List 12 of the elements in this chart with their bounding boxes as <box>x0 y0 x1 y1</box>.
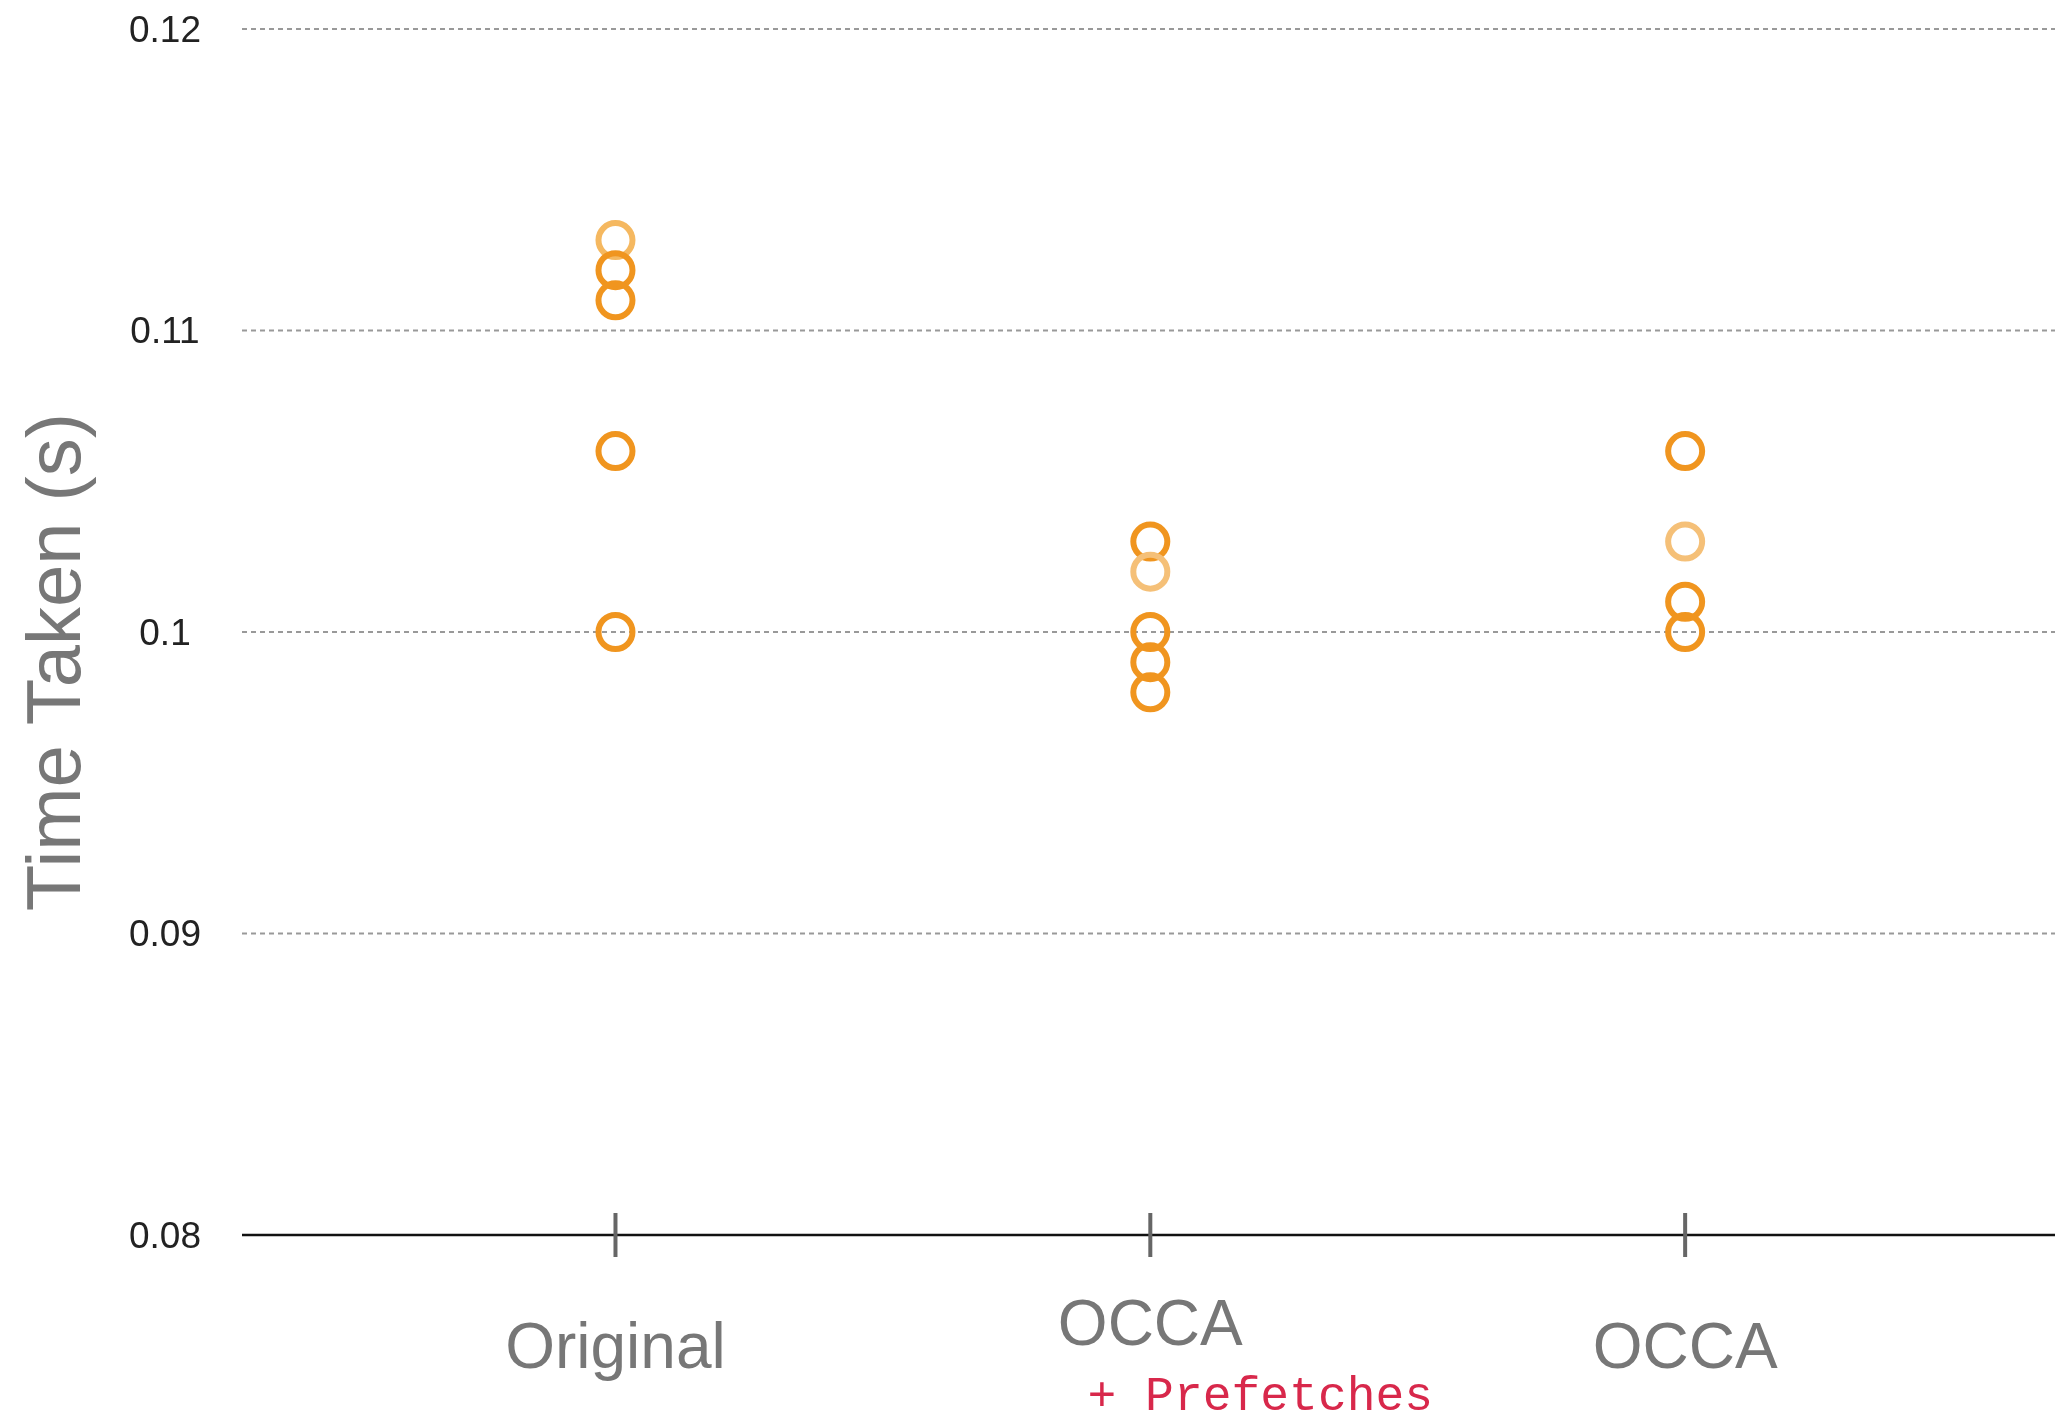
y-tick-label: 0.11 <box>130 310 200 352</box>
x-tick: Original <box>505 1213 726 1382</box>
y-tick-label: 0.09 <box>128 913 202 955</box>
y-axis-title: Time Taken (s) <box>11 412 96 912</box>
x-tick-label: Original <box>505 1310 726 1382</box>
x-tick: OCCA + Prefetches <box>1057 1213 1434 1424</box>
x-tick: OCCA <box>1592 1213 1778 1382</box>
y-tick-label: 0.12 <box>128 8 202 50</box>
y-tick-label: 0.08 <box>128 1214 202 1256</box>
x-tick-label: OCCA + Prefetches <box>1057 1287 1434 1424</box>
x-tick-label: OCCA <box>1592 1310 1778 1382</box>
y-tick-label: 0.1 <box>139 611 191 653</box>
